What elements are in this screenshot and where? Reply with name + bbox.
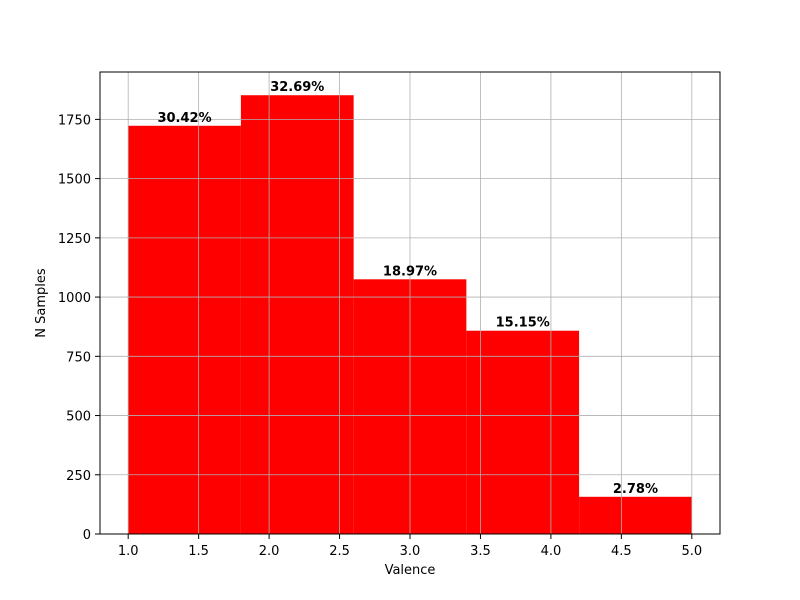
bar [579,496,692,534]
x-tick-label: 3.5 [470,544,491,559]
bar [466,330,580,534]
x-tick-label: 4.0 [541,544,562,559]
y-tick-label: 0 [83,528,91,543]
bar-value-label: 32.69% [270,80,324,95]
bar-value-label: 18.97% [383,264,437,279]
bar-value-label: 2.78% [613,482,658,497]
x-tick-label: 4.5 [611,544,632,559]
y-tick-label: 500 [66,410,91,425]
x-tick-label: 1.0 [118,544,139,559]
x-tick-label: 2.5 [329,544,350,559]
y-tick-label: 1250 [58,232,91,247]
y-tick-label: 250 [66,469,91,484]
bar [128,125,241,534]
y-tick-label: 1000 [58,291,91,306]
x-tick-label: 5.0 [681,544,702,559]
bars [128,95,692,535]
y-tick-label: 1500 [58,173,91,188]
y-axis-ticks: 0 250 500 750 1000 1250 1500 1750 [58,113,100,543]
bar-labels: 30.42% 32.69% 18.97% 15.15% 2.78% [157,80,658,497]
y-axis-label: N Samples [34,268,49,338]
x-tick-label: 2.0 [259,544,280,559]
bar-value-label: 15.15% [496,316,550,331]
y-tick-label: 1750 [58,113,91,128]
x-tick-label: 1.5 [188,544,209,559]
bar-value-label: 30.42% [157,111,211,126]
x-axis-label: Valence [385,563,436,578]
x-tick-label: 3.0 [400,544,421,559]
x-axis-ticks: 1.0 1.5 2.0 2.5 3.0 3.5 4.0 4.5 5.0 [118,534,702,559]
y-tick-label: 750 [66,350,91,365]
bar [240,95,354,535]
